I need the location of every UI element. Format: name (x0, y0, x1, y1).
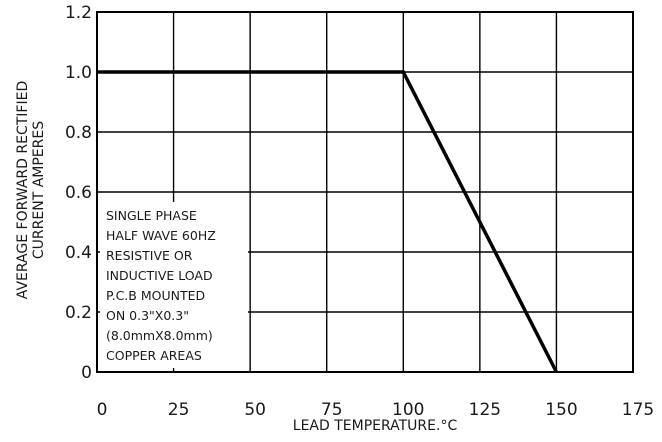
x-axis-title: LEAD TEMPERATURE.°C (293, 418, 458, 434)
x-tick-label: 0 (97, 400, 108, 420)
x-tick-label: 75 (321, 400, 343, 420)
note-line: SINGLE PHASE (106, 208, 197, 223)
y-tick-label: 1.2 (65, 3, 92, 23)
condition-note-background (100, 202, 248, 368)
x-tick-label: 175 (622, 400, 654, 420)
x-tick-label: 125 (469, 400, 501, 420)
y-tick-label: 0 (81, 363, 92, 383)
note-line: COPPER AREAS (106, 348, 202, 363)
note-line: INDUCTIVE LOAD (106, 268, 213, 283)
note-line: (8.0mmX8.0mm) (106, 328, 213, 343)
y-tick-labels: 0 0.2 0.4 0.6 0.8 1.0 1.2 (65, 3, 92, 383)
y-tick-label: 0.4 (65, 243, 92, 263)
y-axis-title-line-1: AVERAGE FORWARD RECTIFIED (15, 81, 31, 299)
y-axis-title-line-2: CURRENT AMPERES (31, 121, 47, 259)
note-line: RESISTIVE OR (106, 248, 193, 263)
condition-note: SINGLE PHASE HALF WAVE 60HZ RESISTIVE OR… (100, 202, 248, 368)
y-tick-label: 0.8 (65, 123, 92, 143)
plot-border (96, 11, 634, 373)
derating-curve (97, 70, 558, 373)
series-group (97, 70, 558, 373)
x-tick-label: 50 (244, 400, 266, 420)
y-tick-label: 0.2 (65, 303, 92, 323)
x-tick-label: 150 (545, 400, 577, 420)
y-tick-label: 1.0 (65, 63, 92, 83)
plot-frame (96, 11, 634, 373)
note-line: HALF WAVE 60HZ (106, 228, 216, 243)
x-tick-label: 100 (392, 400, 424, 420)
note-line: ON 0.3"X0.3" (106, 308, 189, 323)
y-tick-label: 0.6 (65, 183, 92, 203)
x-tick-label: 25 (168, 400, 190, 420)
note-line: P.C.B MOUNTED (106, 288, 205, 303)
x-tick-labels: 0 25 50 75 100 125 150 175 (97, 400, 655, 420)
